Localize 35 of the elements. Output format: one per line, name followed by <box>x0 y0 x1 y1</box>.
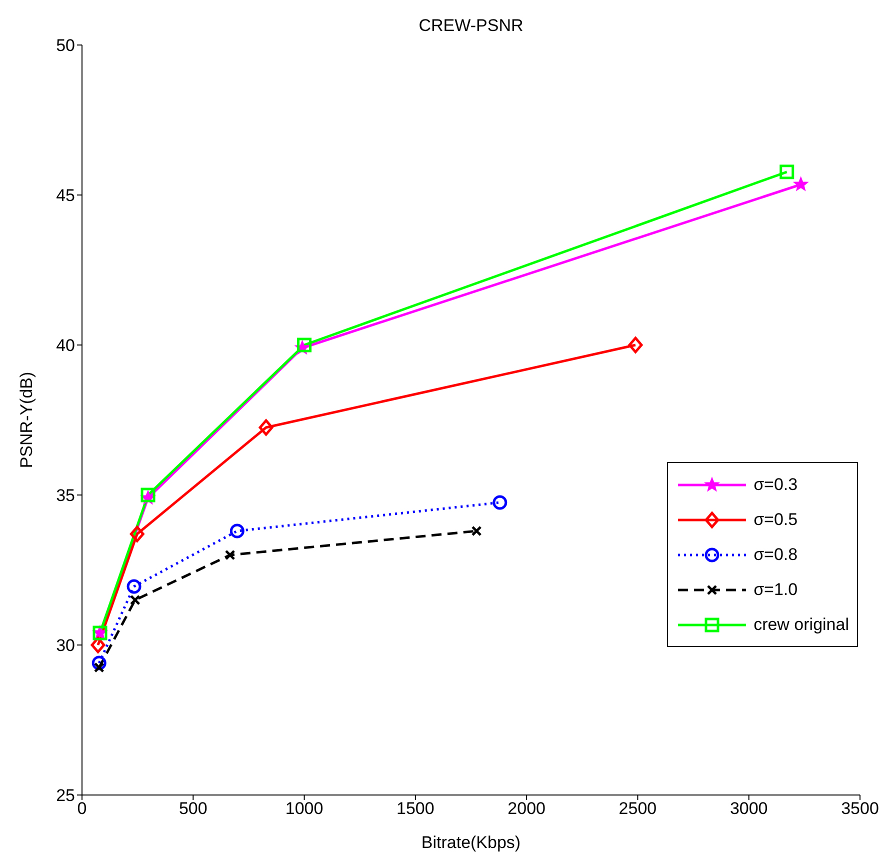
x-tick-label: 2000 <box>508 799 546 818</box>
y-tick-label: 25 <box>56 786 75 806</box>
point <box>258 419 274 436</box>
point <box>628 336 643 354</box>
x-axis-title: Bitrate(Kbps) <box>421 833 521 852</box>
legend-label: σ=0.8 <box>754 544 798 564</box>
y-tick-label: 50 <box>56 36 75 56</box>
point <box>230 524 244 538</box>
x-tick-label: 500 <box>178 799 208 818</box>
point <box>297 338 312 352</box>
point <box>780 164 794 180</box>
chart-title: CREW-PSNR <box>418 16 524 36</box>
legend-label: crew original <box>754 614 849 634</box>
point <box>130 594 140 606</box>
x-tick-label: 3000 <box>730 799 768 818</box>
legend-label: σ=0.3 <box>754 474 798 494</box>
point <box>794 177 808 191</box>
x-tick-label: 2500 <box>618 799 657 818</box>
y-tick-label: 30 <box>56 636 75 656</box>
y-tick-label: 35 <box>56 486 75 506</box>
y-axis-title: PSNR-Y(dB) <box>17 372 36 468</box>
point <box>492 495 508 510</box>
point <box>126 579 142 594</box>
y-tick-label: 40 <box>56 336 75 356</box>
legend-label: σ=0.5 <box>754 510 798 530</box>
x-tick-label: 1500 <box>396 799 434 818</box>
point <box>140 488 156 502</box>
point <box>471 526 482 536</box>
x-tick-label: 3500 <box>841 799 879 818</box>
y-tick-label: 45 <box>56 186 75 206</box>
x-tick-label: 1000 <box>285 799 324 818</box>
legend-label: σ=1.0 <box>754 580 798 600</box>
point <box>224 550 236 560</box>
point <box>130 526 144 542</box>
x-tick-label: 0 <box>77 799 87 818</box>
